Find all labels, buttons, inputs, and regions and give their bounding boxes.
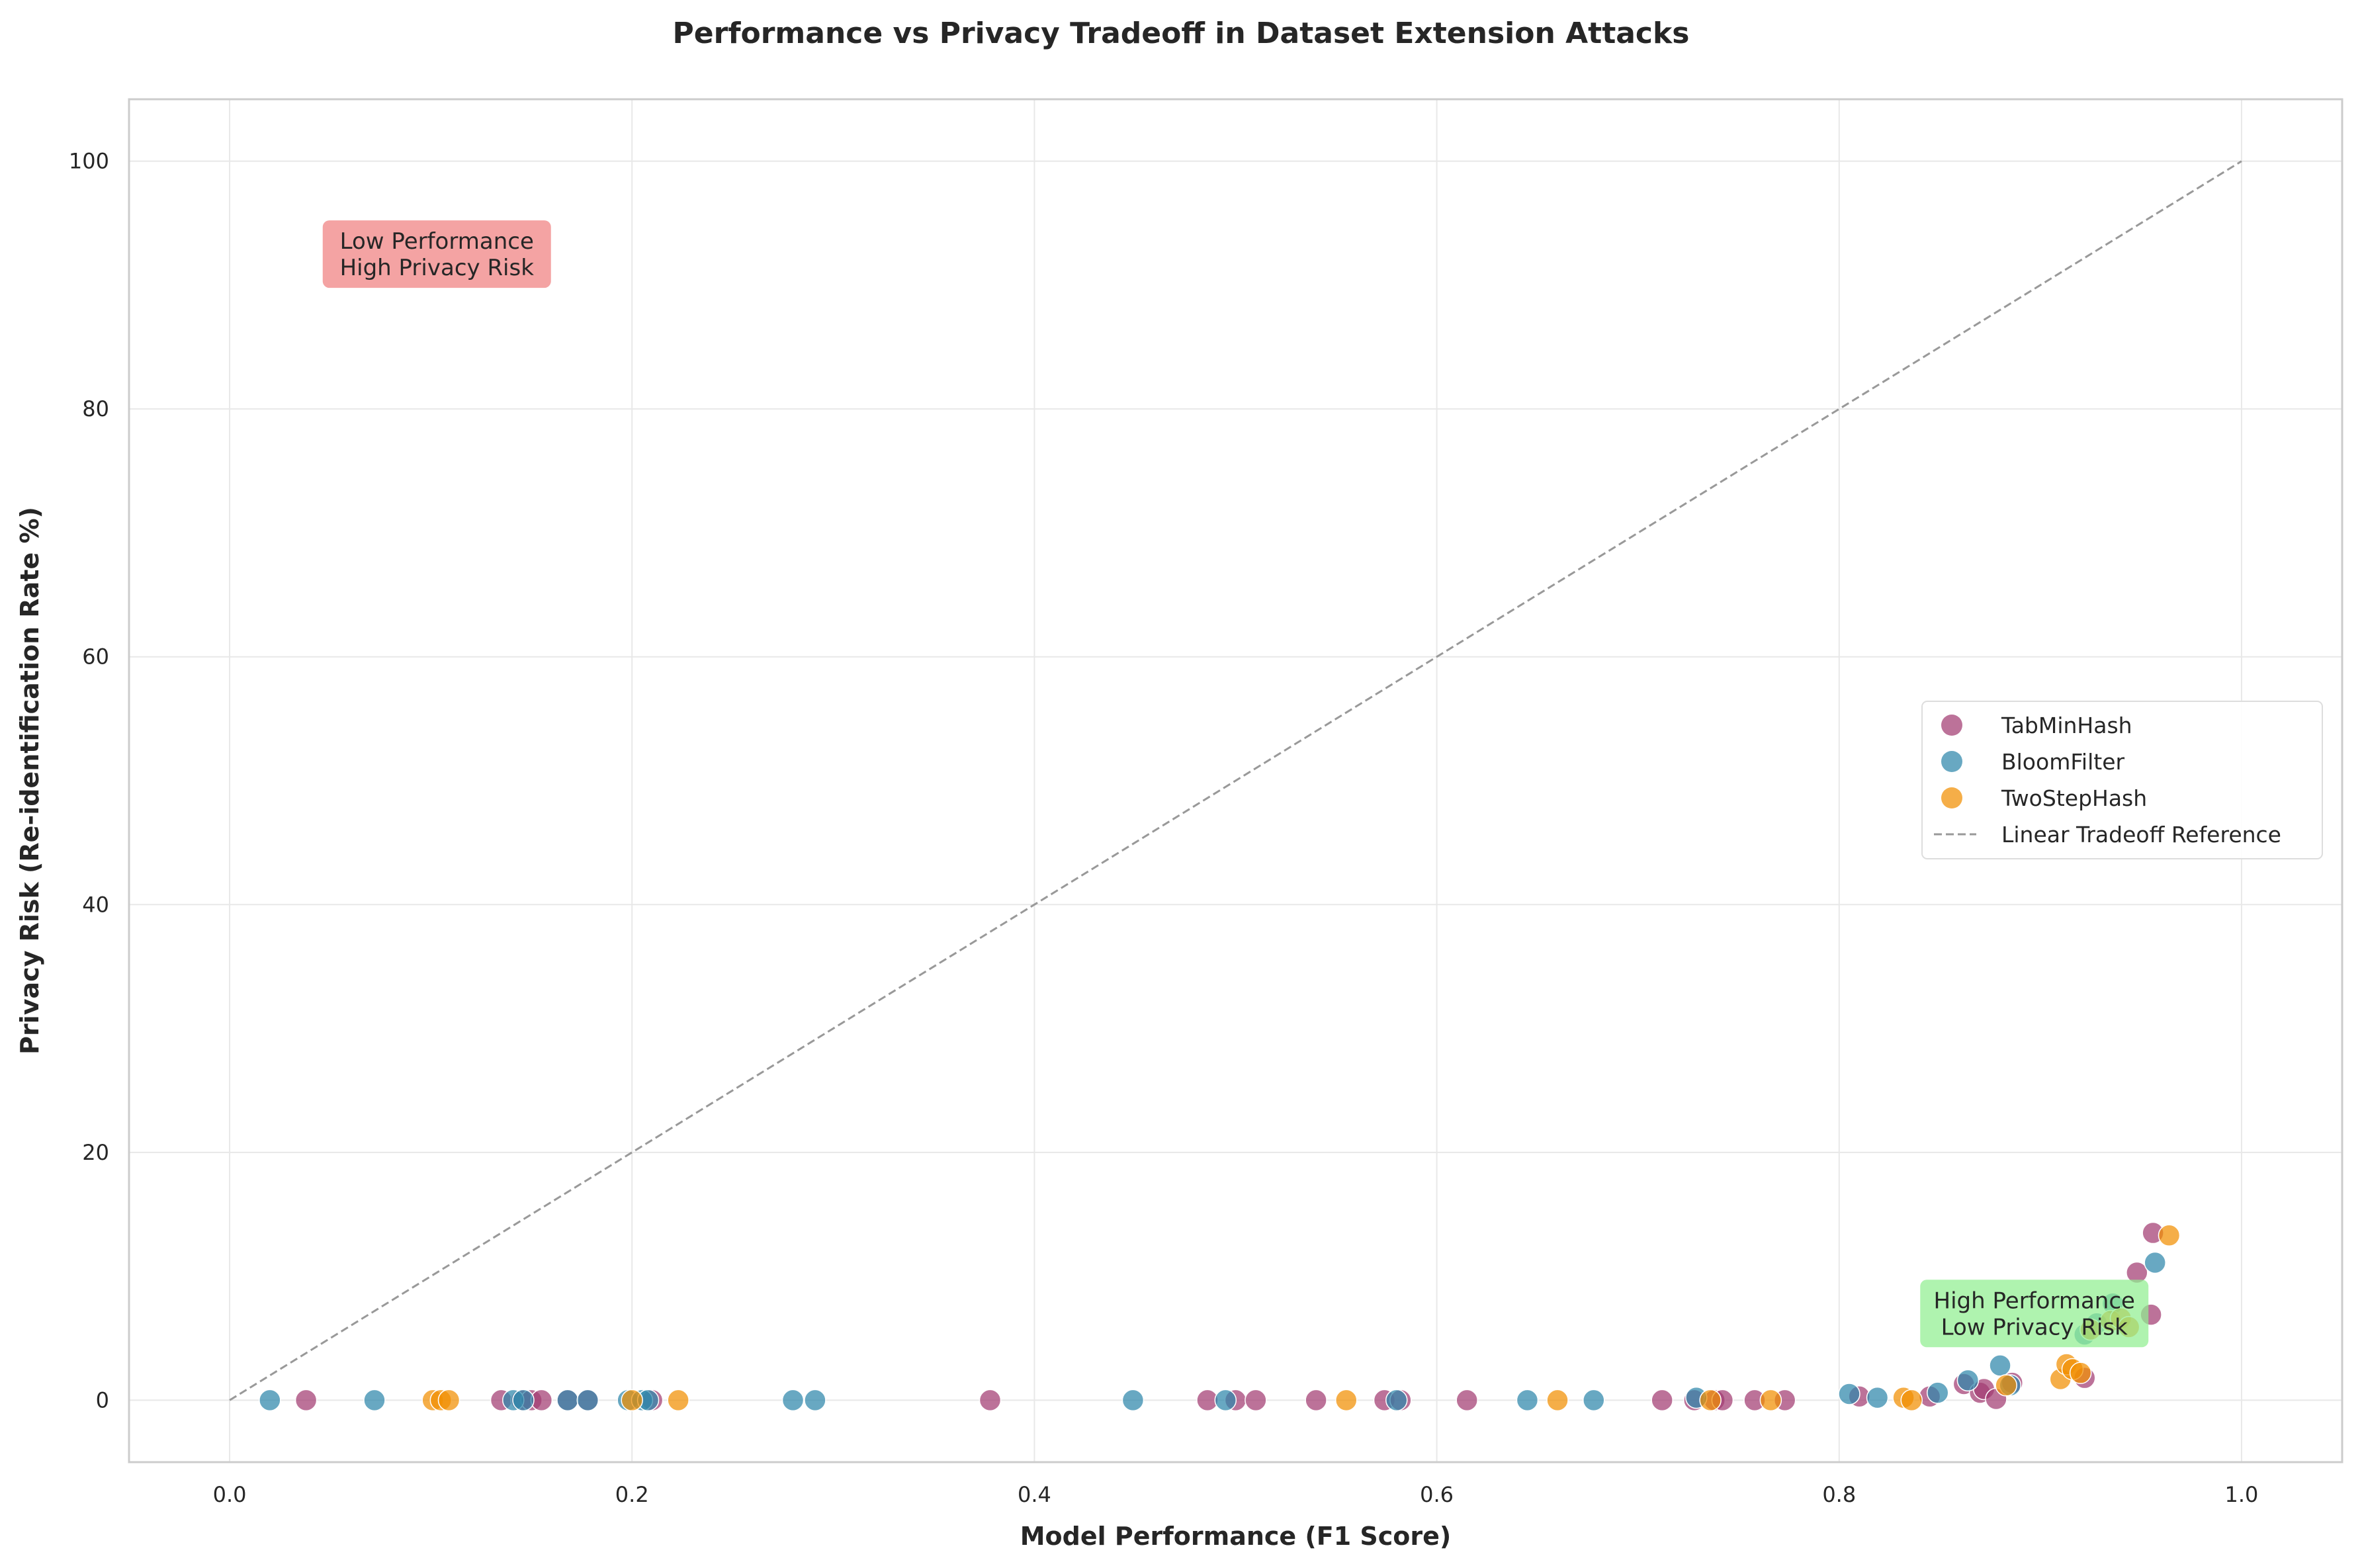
annotation-box	[322, 220, 551, 288]
bloomfilter-point	[363, 1389, 386, 1412]
twostephash-point	[2158, 1224, 2181, 1247]
twostephash-point	[1699, 1389, 1722, 1412]
bloomfilter-point	[1385, 1389, 1408, 1412]
annotation-text: High Performance	[1934, 1287, 2135, 1314]
tabminhash-point	[1305, 1389, 1327, 1412]
bloomfilter-point	[781, 1389, 805, 1412]
legend-label: TabMinHash	[2001, 713, 2132, 738]
bloomfilter-point	[1866, 1386, 1889, 1409]
x-axis-title: Model Performance (F1 Score)	[1020, 1522, 1452, 1551]
legend-label: TwoStepHash	[2001, 785, 2147, 811]
twostephash-point	[2069, 1362, 2092, 1384]
x-tick-label: 0.6	[1420, 1482, 1454, 1507]
bloomfilter-point	[1956, 1369, 1980, 1392]
bloomfilter-point	[576, 1389, 599, 1412]
legend-marker	[1941, 787, 1962, 808]
annotation-box	[1920, 1280, 2149, 1348]
twostephash-point	[1995, 1374, 2017, 1397]
twostephash-point	[1335, 1389, 1358, 1412]
bloomfilter-point	[1583, 1389, 1605, 1412]
bloomfilter-point	[1121, 1389, 1145, 1412]
chart-title: Performance vs Privacy Tradeoff in Datas…	[673, 17, 1690, 50]
bloomfilter-point	[1516, 1389, 1539, 1412]
x-tick-label: 0.2	[615, 1482, 649, 1507]
legend-frame	[1921, 701, 2323, 859]
reference-line	[229, 160, 2242, 1401]
twostephash-point	[1546, 1389, 1569, 1412]
y-tick-label: 40	[82, 892, 109, 917]
twostephash-point	[667, 1389, 689, 1412]
x-tick-label: 0.0	[213, 1482, 247, 1507]
x-tick-label: 0.8	[1822, 1482, 1856, 1507]
legend-label: BloomFilter	[2001, 749, 2124, 775]
bloomfilter-point	[804, 1389, 826, 1412]
twostephash-point	[621, 1389, 643, 1412]
y-tick-label: 80	[82, 396, 109, 421]
bloomfilter-point	[1927, 1381, 1949, 1404]
tabminhash-point	[1245, 1389, 1267, 1412]
tick-labels: 0.0 0.2 0.4 0.6 0.8 1.0 0 20 40 60 80 100	[69, 149, 2258, 1507]
tabminhash-point	[1651, 1389, 1673, 1412]
legend-label: Linear Tradeoff Reference	[2001, 822, 2281, 848]
twostephash-point	[1759, 1389, 1782, 1412]
plot-frame	[128, 98, 2343, 1463]
bloomfilter-point	[1989, 1354, 2011, 1377]
annotation-text: Low Privacy Risk	[1941, 1314, 2128, 1340]
twostephash-point	[437, 1389, 460, 1412]
legend: TabMinHash BloomFilter TwoStepHash Linear T…	[1921, 701, 2323, 859]
legend-marker	[1941, 715, 1962, 736]
x-tick-label: 1.0	[2225, 1482, 2259, 1507]
bloomfilter-point	[512, 1389, 535, 1412]
annotation-text: High Privacy Risk	[340, 255, 535, 281]
y-axis-title: Privacy Risk (Re-identification Rate %)	[15, 507, 44, 1055]
bloomfilter-point	[1838, 1383, 1860, 1405]
tabminhash-point	[1456, 1389, 1478, 1412]
tabminhash-point	[979, 1389, 1002, 1412]
y-tick-label: 20	[82, 1140, 109, 1165]
tabminhash-point	[294, 1389, 318, 1412]
legend-marker	[1941, 751, 1962, 772]
reference-line-layer	[229, 160, 2242, 1401]
bloomfilter-point	[2144, 1251, 2166, 1274]
bloomfilter-point	[259, 1389, 281, 1412]
x-tick-label: 0.4	[1018, 1482, 1051, 1507]
bloomfilter-point	[1214, 1389, 1237, 1412]
y-tick-label: 0	[96, 1387, 109, 1413]
twostephash-point	[1900, 1389, 1923, 1412]
annotation-text: Low Performance	[340, 228, 534, 255]
bloomfilter-point	[556, 1389, 579, 1412]
y-tick-label: 100	[69, 149, 109, 174]
y-tick-label: 60	[82, 644, 109, 670]
